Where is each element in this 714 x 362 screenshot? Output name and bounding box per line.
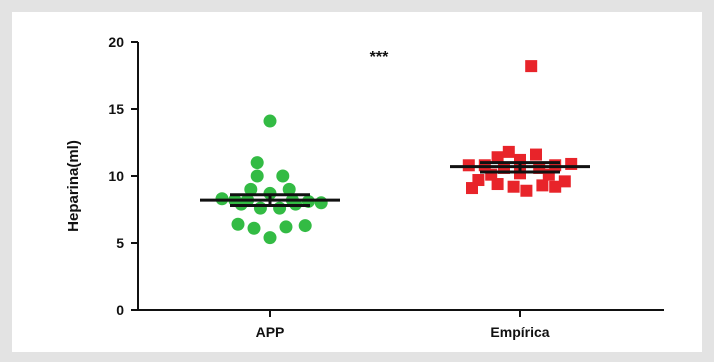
significance-annotation: *** [370, 49, 389, 66]
data-point [247, 221, 261, 235]
data-point [276, 169, 290, 183]
data-point [282, 182, 296, 196]
data-point [263, 231, 277, 245]
data-point [558, 175, 571, 188]
data-point [507, 180, 520, 193]
data-point [314, 196, 328, 210]
data-point [525, 60, 538, 73]
data-point [502, 145, 515, 158]
data-point [298, 219, 312, 233]
y-tick-label: 15 [108, 101, 124, 117]
data-point [530, 148, 542, 161]
y-axis-title: Heparina(ml) [65, 140, 82, 232]
chart-panel: Heparina(ml) *** 0 5 10 15 20 APP Empírica [12, 12, 702, 352]
data-point [466, 182, 478, 195]
x-tick-label: APP [256, 324, 285, 340]
data-point [279, 220, 293, 234]
data-point [565, 157, 578, 170]
data-point [263, 114, 277, 128]
data-point [542, 168, 555, 181]
x-tick-label: Empírica [490, 324, 549, 340]
data-point [273, 201, 287, 215]
y-tick-label: 20 [108, 34, 124, 50]
y-tick-label: 10 [108, 168, 124, 184]
data-point [520, 184, 533, 197]
data-point [491, 151, 504, 164]
y-tick-label: 5 [116, 235, 124, 251]
data-point [549, 180, 562, 193]
data-point [250, 169, 264, 183]
data-point [250, 156, 264, 170]
dot-plot-chart: Heparina(ml) *** 0 5 10 15 20 APP Empírica [65, 34, 664, 340]
y-tick-label: 0 [116, 302, 124, 318]
data-point [253, 201, 267, 215]
data-point [491, 178, 504, 191]
data-point [244, 182, 258, 196]
data-point [231, 217, 245, 231]
data-point [536, 179, 549, 192]
